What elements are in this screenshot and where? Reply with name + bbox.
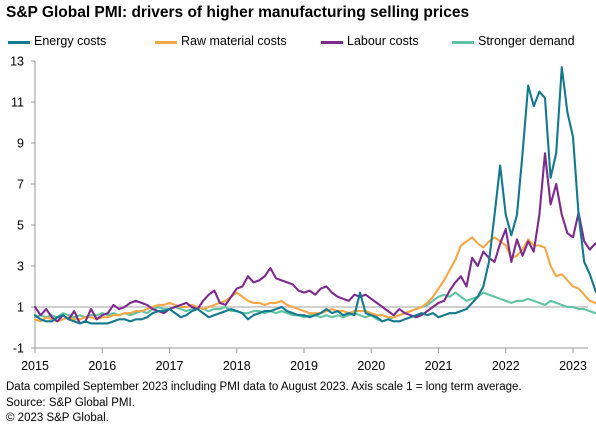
legend-label-energy: Energy costs: [34, 34, 107, 48]
x-tick-label: 2023: [559, 359, 587, 373]
x-tick-label: 2018: [223, 359, 251, 373]
legend-swatch-labour: [321, 41, 343, 44]
legend-label-labour: Labour costs: [347, 34, 419, 48]
x-tick-label: 2015: [21, 359, 49, 373]
x-tick-label: 2020: [357, 359, 385, 373]
x-tick-label: 2019: [290, 359, 318, 373]
y-tick-label: 5: [17, 219, 24, 233]
y-tick-label: 9: [17, 137, 24, 151]
x-tick-label: 2021: [425, 359, 453, 373]
y-tick-label: 11: [11, 96, 24, 110]
note-source: Source: S&P Global PMI.: [6, 396, 135, 409]
chart-notes: Data compiled September 2023 including P…: [6, 380, 522, 427]
note-copyright: © 2023 S&P Global.: [6, 412, 109, 424]
legend-swatch-raw-material: [155, 41, 177, 44]
x-tick-label: 2016: [88, 359, 116, 373]
legend: Energy costs Raw material costs Labour c…: [8, 34, 594, 49]
y-tick-label: 13: [10, 55, 24, 69]
x-tick-label: 2022: [492, 359, 520, 373]
y-tick-label: -1: [13, 342, 24, 356]
y-tick-label: 7: [17, 178, 24, 192]
legend-swatch-energy: [8, 41, 30, 44]
x-tick-label: 2017: [156, 359, 184, 373]
stronger-demand-line: [33, 291, 596, 323]
labour-costs-line: [33, 152, 596, 325]
chart-title: S&P Global PMI: drivers of higher manufa…: [6, 4, 470, 21]
note-data-compiled: Data compiled September 2023 including P…: [6, 381, 522, 393]
y-tick-label: 1: [17, 301, 24, 315]
y-tick-label: 3: [17, 260, 24, 274]
legend-swatch-demand: [452, 41, 474, 44]
legend-label-demand: Stronger demand: [478, 34, 575, 48]
energy-costs-line: [33, 66, 596, 325]
legend-label-raw-material: Raw material costs: [181, 34, 287, 48]
